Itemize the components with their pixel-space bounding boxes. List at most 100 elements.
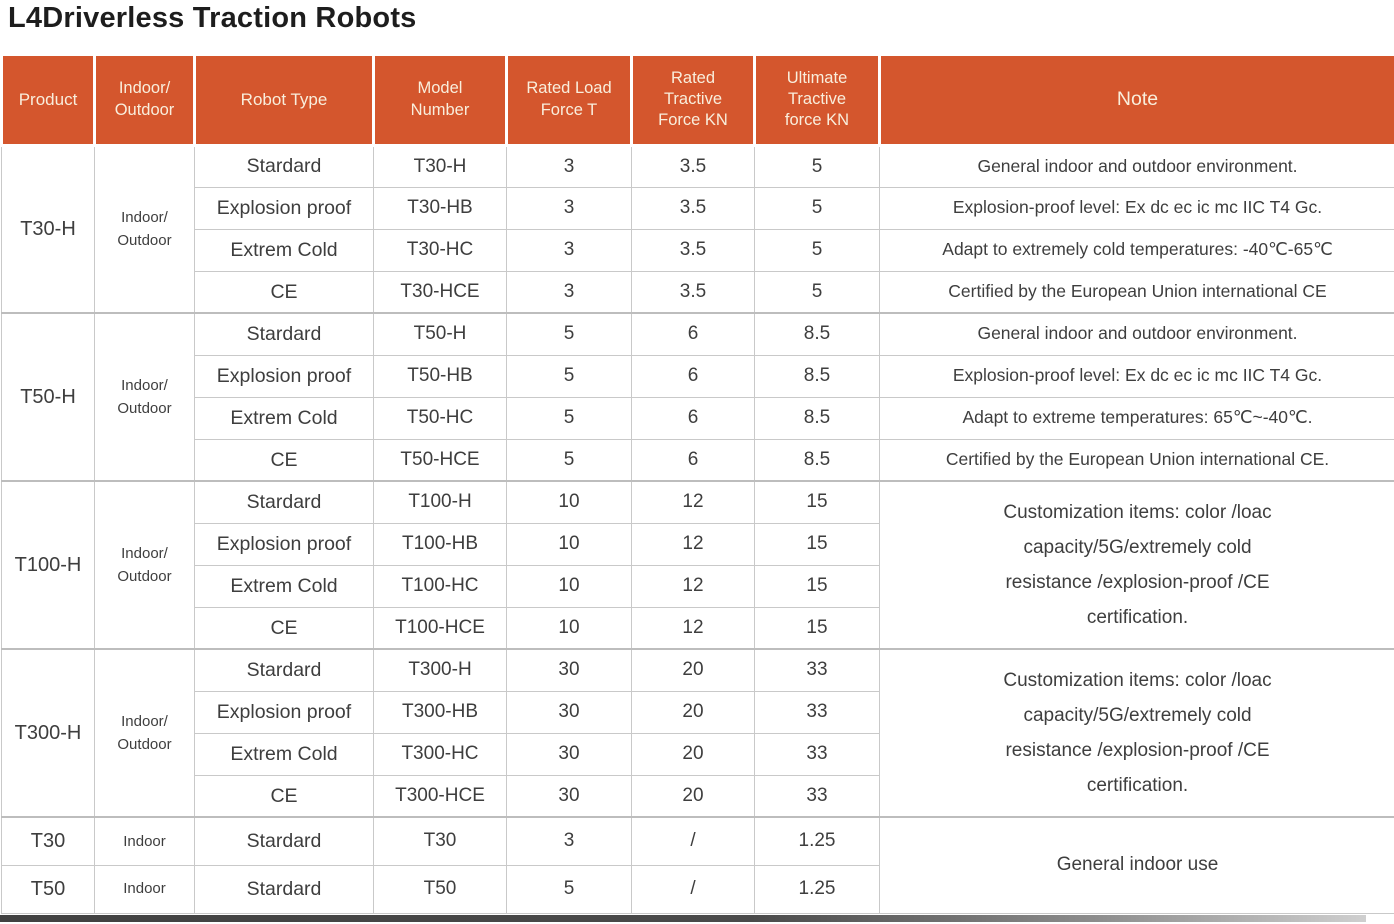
model-number-cell: T100-HC xyxy=(373,564,507,608)
ultimate-tractive-cell: 33 xyxy=(754,732,880,776)
rated-tractive-cell: 12 xyxy=(631,522,755,566)
model-number-cell: T30-HCE xyxy=(373,270,507,314)
table-row: Extrem Cold T50-HC 5 6 8.5 Adapt to extr… xyxy=(2,396,1394,440)
ultimate-tractive-cell: 15 xyxy=(754,606,880,650)
note-cell: Customization items: color /loac capacit… xyxy=(879,480,1394,650)
robot-type-cell: CE xyxy=(194,270,374,314)
ultimate-tractive-cell: 8.5 xyxy=(754,312,880,356)
robot-type-cell: Explosion proof xyxy=(194,186,374,230)
robot-type-cell: Extrem Cold xyxy=(194,396,374,440)
environment-cell: Indoor xyxy=(94,864,195,914)
header-note: Note xyxy=(878,56,1394,147)
robot-type-cell: Explosion proof xyxy=(194,354,374,398)
product-cell: T300-H xyxy=(1,648,95,818)
rated-tractive-cell: 3.5 xyxy=(631,228,755,272)
note-cell: Certified by the European Union internat… xyxy=(879,438,1394,482)
rated-tractive-cell: 3.5 xyxy=(631,270,755,314)
rated-load-cell: 3 xyxy=(506,270,632,314)
table-row: T100-H Indoor/ Outdoor Stardard T100-H 1… xyxy=(1,480,1394,650)
model-number-cell: T100-HCE xyxy=(373,606,507,650)
rated-load-cell: 10 xyxy=(506,522,632,566)
ultimate-tractive-cell: 15 xyxy=(754,564,880,608)
model-number-cell: T50-HB xyxy=(373,354,507,398)
robot-type-cell: CE xyxy=(194,606,374,650)
ultimate-tractive-cell: 1.25 xyxy=(754,816,880,866)
table-row: Extrem Cold T30-HC 3 3.5 5 Adapt to extr… xyxy=(2,228,1394,272)
header-robot-type: Robot Type xyxy=(193,56,375,147)
rated-tractive-cell: 6 xyxy=(631,396,755,440)
model-number-cell: T50-HCE xyxy=(373,438,507,482)
robot-type-cell: Extrem Cold xyxy=(194,564,374,608)
robot-type-cell: CE xyxy=(194,774,374,818)
table-row: Explosion proof T100-HB 10 12 15 xyxy=(2,522,1394,566)
header-indoor-outdoor: Indoor/ Outdoor xyxy=(93,56,196,147)
table-row: CE T50-HCE 5 6 8.5 Certified by the Euro… xyxy=(2,438,1394,482)
rated-load-cell: 30 xyxy=(506,774,632,818)
ultimate-tractive-cell: 33 xyxy=(754,690,880,734)
ultimate-tractive-cell: 5 xyxy=(754,144,880,188)
model-number-cell: T30-H xyxy=(373,144,507,188)
robot-type-cell: Stardard xyxy=(194,144,374,188)
note-cell: Explosion-proof level: Ex dc ec ic mc II… xyxy=(879,186,1394,230)
rated-load-cell: 3 xyxy=(506,186,632,230)
ultimate-tractive-cell: 8.5 xyxy=(754,438,880,482)
product-cell: T50-H xyxy=(1,312,95,482)
product-cell: T30-H xyxy=(1,144,95,314)
product-cell: T100-H xyxy=(1,480,95,650)
ultimate-tractive-cell: 1.25 xyxy=(754,864,880,914)
note-cell: Customization items: color /loac capacit… xyxy=(879,648,1394,818)
rated-tractive-cell: 20 xyxy=(631,648,755,692)
header-ultimate-tractive: Ultimate Tractive force KN xyxy=(753,56,881,147)
rated-tractive-cell: 20 xyxy=(631,774,755,818)
header-rated-tractive: Rated Tractive Force KN xyxy=(630,56,756,147)
ultimate-tractive-cell: 33 xyxy=(754,774,880,818)
model-number-cell: T30 xyxy=(373,816,507,866)
note-cell: General indoor and outdoor environment. xyxy=(879,312,1394,356)
model-number-cell: T300-H xyxy=(373,648,507,692)
spec-table: Product Indoor/ Outdoor Robot Type Model… xyxy=(0,56,1394,914)
table-header: Product Indoor/ Outdoor Robot Type Model… xyxy=(0,56,1394,147)
rated-load-cell: 30 xyxy=(506,690,632,734)
table-row: CE T300-HCE 30 20 33 xyxy=(2,774,1394,818)
rated-load-cell: 10 xyxy=(506,564,632,608)
rated-tractive-cell: 6 xyxy=(631,354,755,398)
ultimate-tractive-cell: 15 xyxy=(754,522,880,566)
rated-load-cell: 30 xyxy=(506,732,632,776)
robot-type-cell: Stardard xyxy=(194,864,374,914)
ultimate-tractive-cell: 5 xyxy=(754,228,880,272)
rated-load-cell: 5 xyxy=(506,864,632,914)
note-cell: Adapt to extreme temperatures: 65℃~-40℃. xyxy=(879,396,1394,440)
table-row: Explosion proof T30-HB 3 3.5 5 Explosion… xyxy=(2,186,1394,230)
rated-tractive-cell: 6 xyxy=(631,312,755,356)
ultimate-tractive-cell: 8.5 xyxy=(754,354,880,398)
ultimate-tractive-cell: 8.5 xyxy=(754,396,880,440)
rated-load-cell: 5 xyxy=(506,396,632,440)
table-row: Extrem Cold T100-HC 10 12 15 xyxy=(2,564,1394,608)
rated-tractive-cell: 20 xyxy=(631,732,755,776)
ultimate-tractive-cell: 5 xyxy=(754,270,880,314)
rated-tractive-cell: 12 xyxy=(631,606,755,650)
table-row: Explosion proof T50-HB 5 6 8.5 Explosion… xyxy=(2,354,1394,398)
model-number-cell: T50-HC xyxy=(373,396,507,440)
robot-type-cell: Stardard xyxy=(194,480,374,524)
robot-type-cell: Extrem Cold xyxy=(194,732,374,776)
rated-tractive-cell: / xyxy=(631,864,755,914)
rated-load-cell: 10 xyxy=(506,480,632,524)
bottom-divider-bar xyxy=(0,915,1366,922)
rated-load-cell: 10 xyxy=(506,606,632,650)
environment-cell: Indoor/ Outdoor xyxy=(94,648,195,818)
table-row: Extrem Cold T300-HC 30 20 33 xyxy=(2,732,1394,776)
page-title: L4Driverless Traction Robots xyxy=(8,2,417,34)
robot-type-cell: CE xyxy=(194,438,374,482)
header-model-number: Model Number xyxy=(372,56,508,147)
note-cell: General indoor and outdoor environment. xyxy=(879,144,1394,188)
model-number-cell: T300-HB xyxy=(373,690,507,734)
rated-tractive-cell: 12 xyxy=(631,564,755,608)
rated-load-cell: 3 xyxy=(506,816,632,866)
ultimate-tractive-cell: 33 xyxy=(754,648,880,692)
ultimate-tractive-cell: 5 xyxy=(754,186,880,230)
model-number-cell: T50 xyxy=(373,864,507,914)
environment-cell: Indoor/ Outdoor xyxy=(94,480,195,650)
note-cell: Explosion-proof level: Ex dc ec ic mc II… xyxy=(879,354,1394,398)
rated-load-cell: 30 xyxy=(506,648,632,692)
